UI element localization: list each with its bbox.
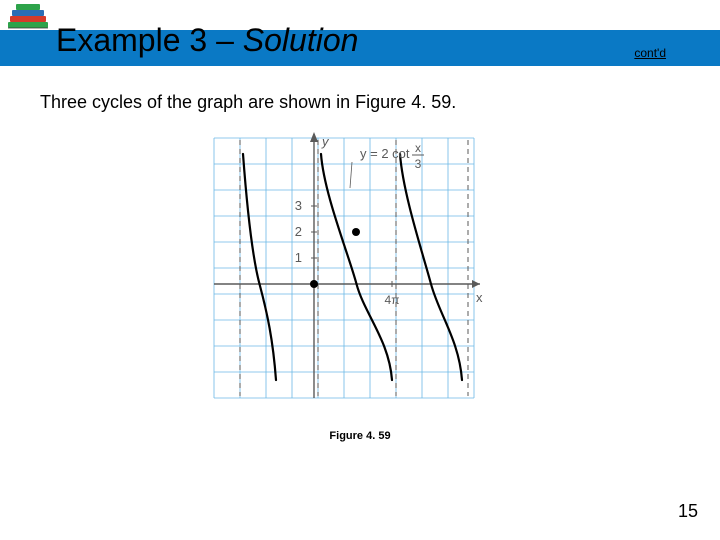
figure-caption: Figure 4. 59	[0, 430, 720, 442]
svg-text:3: 3	[415, 157, 422, 171]
page-number: 15	[678, 501, 698, 522]
cotangent-graph: 321xy4πy = 2 cotx3	[210, 128, 490, 408]
books-icon	[2, 0, 54, 36]
svg-text:x: x	[415, 141, 421, 155]
svg-text:2: 2	[295, 224, 302, 239]
svg-text:x: x	[476, 290, 483, 305]
title-prefix: Example 3 –	[56, 22, 243, 58]
title-suffix: Solution	[243, 22, 359, 58]
contd-label: cont'd	[634, 46, 666, 60]
figure: 321xy4πy = 2 cotx3	[210, 128, 490, 408]
svg-text:1: 1	[295, 250, 302, 265]
body-text: Three cycles of the graph are shown in F…	[40, 92, 456, 113]
svg-text:y = 2 cot: y = 2 cot	[360, 146, 410, 161]
svg-text:3: 3	[295, 198, 302, 213]
svg-text:4π: 4π	[385, 293, 400, 307]
slide-title: Example 3 – Solution	[56, 22, 358, 59]
